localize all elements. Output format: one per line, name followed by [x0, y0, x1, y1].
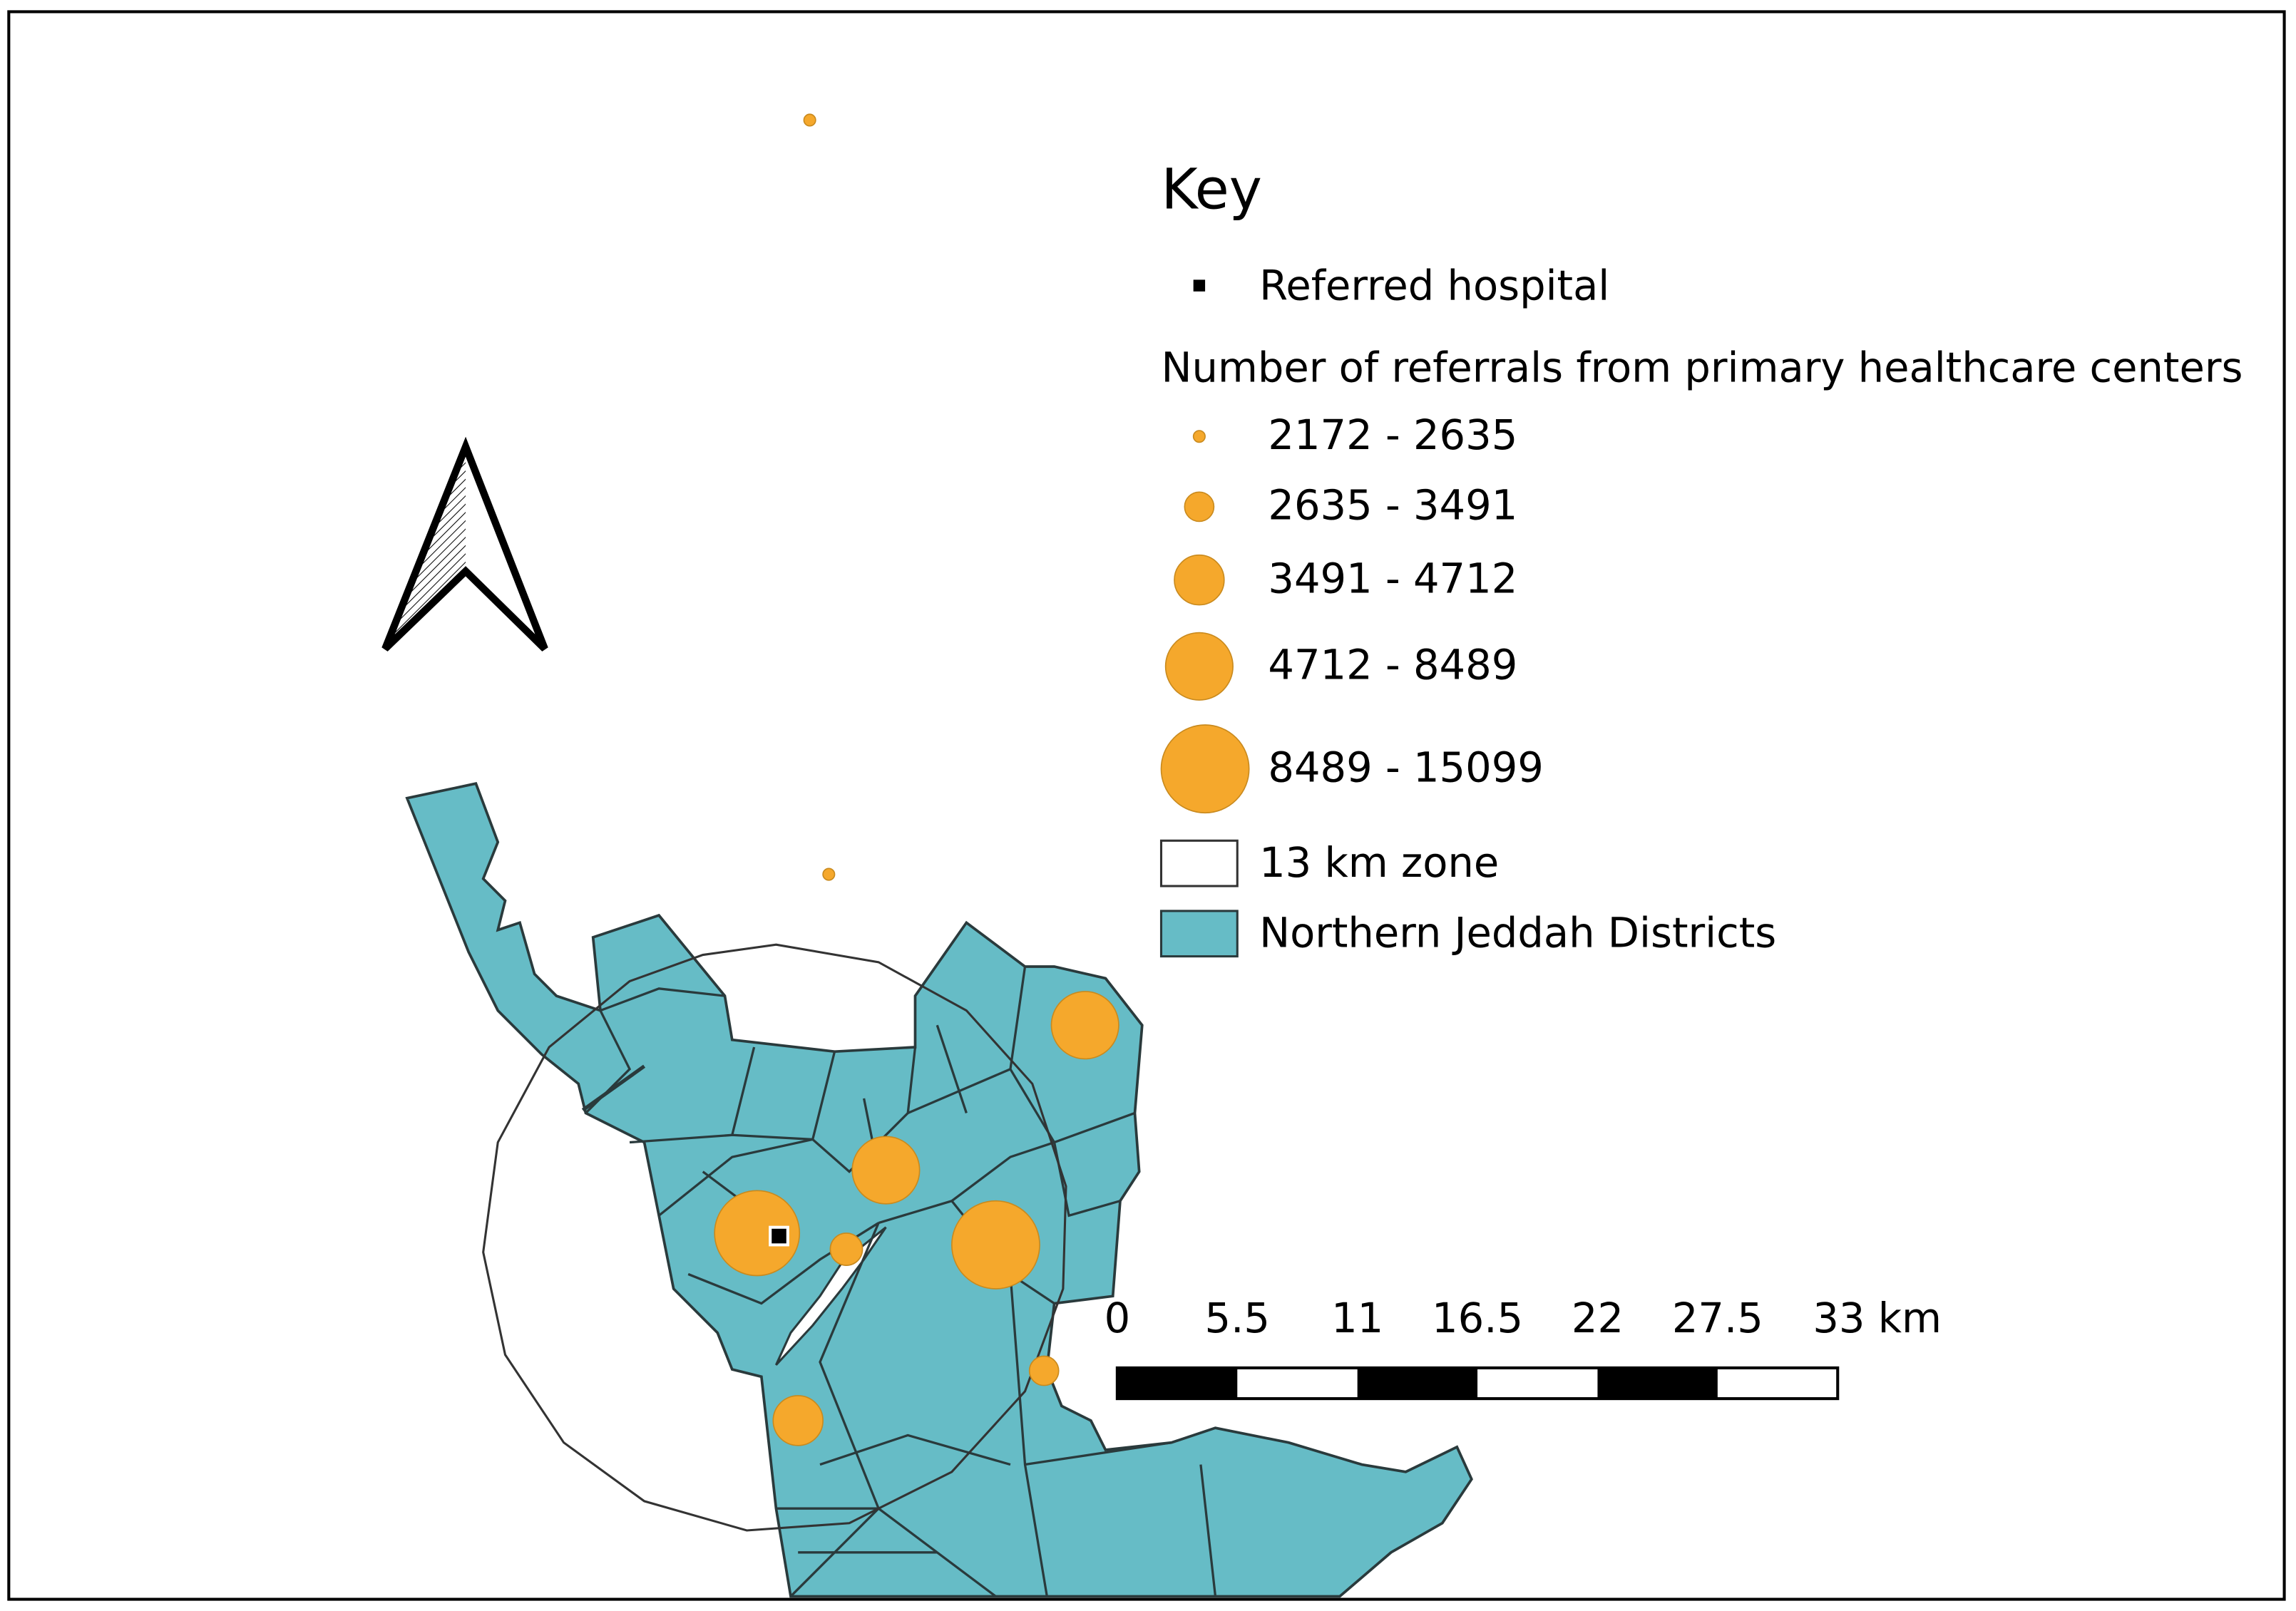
scale-label: 5.5	[1205, 1295, 1270, 1342]
legend-label: 2635 - 3491	[1268, 482, 1517, 530]
center-point	[1050, 991, 1119, 1060]
scale-label: 0	[1105, 1295, 1131, 1342]
scale-label: 22	[1572, 1295, 1624, 1342]
lagoon	[774, 1226, 887, 1366]
legend-subtitle: Number of referrals from primary healthc…	[1161, 344, 2243, 391]
center-point	[851, 1136, 921, 1205]
district-boundary	[585, 966, 1217, 1597]
legend-label: 8489 - 15099	[1268, 743, 1543, 791]
frame	[7, 10, 2286, 1601]
referral-points	[714, 113, 1119, 1446]
districts	[405, 782, 1473, 1598]
legend-symbol	[1184, 491, 1215, 523]
center-point	[829, 1232, 863, 1266]
legend-symbol	[1159, 839, 1239, 887]
center-point	[1028, 1355, 1060, 1386]
legend-symbol	[1160, 724, 1250, 814]
scale-bar: 0 5.5 11 16.5 22 27.5 33 km	[1105, 1295, 1942, 1401]
scale-label: 27.5	[1672, 1295, 1763, 1342]
scale-label: 16.5	[1432, 1295, 1523, 1342]
legend-symbol	[1159, 910, 1239, 958]
scale-label: 11	[1331, 1295, 1383, 1342]
legend-label: 4712 - 8489	[1268, 641, 1517, 689]
legend-symbol	[1192, 430, 1206, 443]
zone-circle	[482, 943, 1067, 1532]
center-point	[714, 1190, 801, 1277]
legend-symbol	[1174, 554, 1225, 606]
legend-title: Key	[1161, 158, 1261, 222]
hospital-marker	[769, 1225, 789, 1247]
center-point	[822, 868, 836, 881]
legend-label: 3491 - 4712	[1268, 555, 1517, 602]
pier	[581, 1064, 646, 1112]
legend-label: 13 km zone	[1259, 839, 1499, 887]
center-point	[803, 113, 816, 127]
legend: Key Referred hospital Number of referral…	[1159, 158, 2243, 958]
legend-label: Northern Jeddah Districts	[1259, 909, 1776, 957]
legend-label: 2172 - 2635	[1268, 411, 1517, 459]
legend-symbol	[1164, 632, 1234, 701]
legend-symbol	[1193, 279, 1206, 292]
north-arrow	[381, 436, 548, 652]
center-point	[951, 1200, 1040, 1290]
scale-label: 33 km	[1813, 1295, 1942, 1342]
legend-label: Referred hospital	[1259, 262, 1609, 309]
district-area	[405, 782, 1473, 1598]
center-point	[772, 1395, 824, 1446]
